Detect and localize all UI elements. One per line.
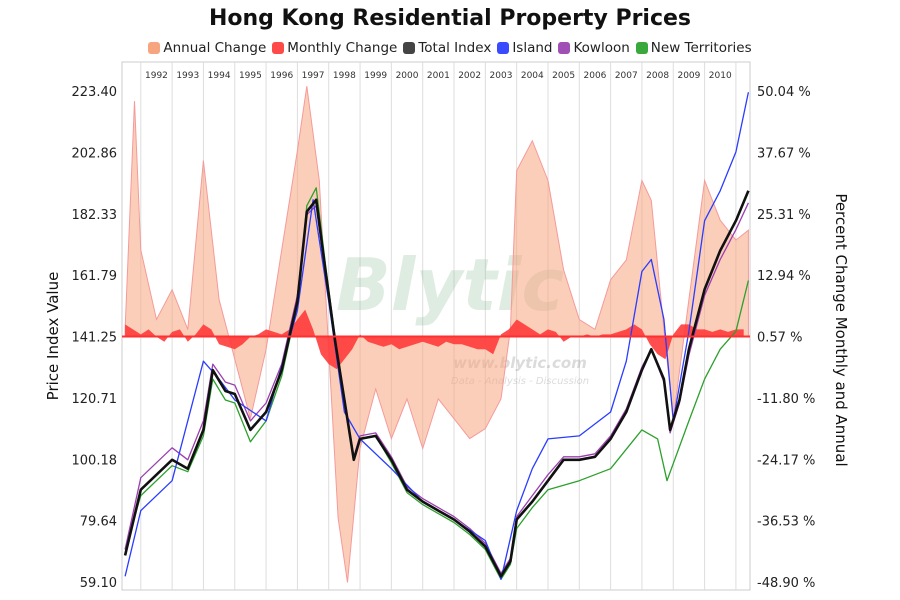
y-tick-label: 223.40	[72, 85, 118, 100]
y2-tick-label: 0.57 %	[757, 331, 802, 346]
legend-item[interactable]: Island	[497, 40, 552, 56]
legend-label: Island	[512, 40, 553, 56]
legend-item[interactable]: Monthly Change	[272, 40, 397, 56]
x-tick-label: 2002	[458, 71, 481, 81]
x-tick-label: 1999	[364, 71, 387, 81]
y2-tick-label: -36.53 %	[757, 515, 815, 530]
series-monthly-change	[125, 309, 744, 370]
y2-tick-label: 25.31 %	[757, 208, 811, 223]
y2-axis-title: Percent Change Monthly and Annual	[832, 193, 850, 466]
chart-title: Hong Kong Residential Property Prices	[208, 6, 692, 31]
legend-swatch	[272, 42, 285, 54]
legend: Annual Change Monthly Change Total Index Is…	[0, 40, 900, 56]
x-tick-label: 2006	[584, 71, 607, 81]
x-tick-label: 2009	[677, 71, 700, 81]
y2-tick-label: 37.67 %	[757, 146, 811, 161]
legend-swatch	[403, 42, 416, 54]
legend-item[interactable]: Kowloon	[558, 40, 630, 56]
legend-label: Annual Change	[163, 40, 267, 56]
x-tick-label: 2010	[709, 71, 732, 81]
y-tick-label: 202.86	[72, 146, 118, 161]
legend-label: New Territories	[650, 40, 752, 56]
legend-label: Total Index	[418, 40, 492, 56]
legend-label: Monthly Change	[287, 40, 398, 56]
legend-swatch	[558, 42, 571, 54]
x-tick-label: 1993	[176, 71, 199, 81]
x-tick-label: 1995	[239, 71, 262, 81]
x-tick-label: 2000	[396, 71, 419, 81]
x-tick-label: 2008	[646, 71, 669, 81]
series-line	[123, 190, 750, 578]
y2-tick-label: 50.04 %	[757, 85, 811, 100]
watermark-tagline: Data - Analysis - Discussion	[451, 376, 589, 387]
legend-swatch	[148, 42, 161, 54]
x-tick-label: 1996	[270, 71, 293, 81]
y-tick-label: 182.33	[72, 208, 118, 223]
x-tick-label: 1994	[208, 71, 231, 81]
y-tick-label: 141.25	[72, 331, 118, 346]
y-axis-title: Price Index Value	[44, 272, 62, 401]
x-tick-label: 2007	[615, 71, 638, 81]
legend-label: Kowloon	[573, 40, 630, 56]
legend-item[interactable]: New Territories	[635, 40, 752, 56]
legend-item[interactable]: Total Index	[403, 40, 491, 56]
y-tick-label: 100.18	[72, 453, 118, 468]
x-tick-label: 2004	[521, 71, 544, 81]
x-tick-label: 1997	[302, 71, 325, 81]
x-tick-label: 2003	[490, 71, 513, 81]
y-tick-label: 161.79	[72, 269, 118, 284]
legend-item[interactable]: Annual Change	[148, 40, 266, 56]
x-tick-label: 2001	[427, 71, 450, 81]
y2-tick-label: -24.17 %	[757, 453, 815, 468]
monthly-change-area	[125, 309, 744, 370]
y-tick-label: 59.10	[80, 576, 117, 591]
x-tick-label: 1998	[333, 71, 356, 81]
legend-swatch	[497, 42, 510, 54]
y-tick-label: 79.64	[80, 515, 117, 530]
x-tick-label: 2005	[552, 71, 575, 81]
legend-swatch	[635, 42, 648, 54]
y-tick-label: 120.71	[72, 392, 118, 407]
y2-tick-label: -48.90 %	[757, 576, 815, 591]
y2-tick-label: 12.94 %	[757, 269, 811, 284]
y2-tick-label: -11.80 %	[757, 392, 815, 407]
x-tick-label: 1992	[145, 71, 168, 81]
series-total-index	[123, 190, 750, 578]
